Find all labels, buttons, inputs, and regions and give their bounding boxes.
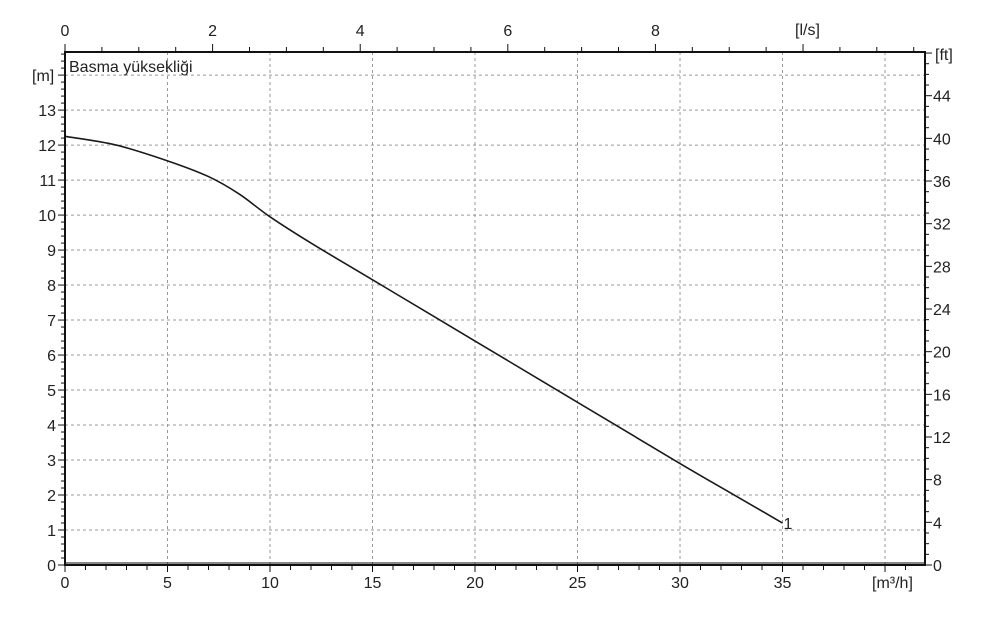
ticks <box>58 44 932 572</box>
x2-tick-label: 4 <box>356 23 365 40</box>
x2-tick-label: 6 <box>503 23 512 40</box>
y-tick-label: 5 <box>47 383 56 400</box>
y2-tick-label: 36 <box>933 174 951 191</box>
y2-tick-label: 20 <box>933 345 951 362</box>
y-axis-label: [m] <box>32 68 54 85</box>
x-tick-label: 30 <box>671 575 689 592</box>
x2-tick-label: 8 <box>651 23 660 40</box>
y2-tick-label: 32 <box>933 217 951 234</box>
y-tick-label: 1 <box>47 523 56 540</box>
y-tick-label: 2 <box>47 488 56 505</box>
series-line-1 <box>64 135 783 524</box>
x2-tick-label: 0 <box>61 23 70 40</box>
x-tick-label: 0 <box>61 575 70 592</box>
y-tick-label: 12 <box>38 138 56 155</box>
tick-labels: 0 5 10 15 20 25 30 350 2 4 6 8012345678910111213048… <box>38 23 951 592</box>
x-tick-label: 10 <box>261 575 279 592</box>
series-label: 1 <box>784 516 793 533</box>
y2-tick-label: 24 <box>933 302 951 319</box>
y-tick-label: 3 <box>47 453 56 470</box>
y2-tick-label: 28 <box>933 259 951 276</box>
chart-title: Basma yüksekliği <box>69 59 193 76</box>
y-tick-label: 10 <box>38 208 56 225</box>
x2-tick-label: 2 <box>208 23 217 40</box>
y2-tick-label: 12 <box>933 430 951 447</box>
plot-frame <box>64 51 926 566</box>
y-tick-label: 4 <box>47 418 56 435</box>
grid <box>65 52 925 565</box>
y2-tick-label: 16 <box>933 387 951 404</box>
y2-tick-label: 44 <box>933 89 951 106</box>
y-tick-label: 13 <box>38 103 56 120</box>
y-tick-label: 6 <box>47 348 56 365</box>
y-tick-label: 8 <box>47 278 56 295</box>
y-tick-label: 11 <box>39 173 56 190</box>
x-axis-label: [m³/h] <box>872 575 913 592</box>
y2-tick-label: 0 <box>933 558 942 575</box>
y-tick-label: 0 <box>47 558 56 575</box>
y-tick-label: 9 <box>47 243 56 260</box>
y2-tick-label: 8 <box>933 473 942 490</box>
x-tick-label: 35 <box>774 575 792 592</box>
x2-axis-label: [l/s] <box>795 22 820 39</box>
x-tick-label: 5 <box>163 575 172 592</box>
y2-tick-label: 4 <box>933 515 942 532</box>
y-tick-label: 7 <box>47 313 56 330</box>
y2-axis-label: [ft] <box>935 47 953 64</box>
x-tick-label: 25 <box>569 575 587 592</box>
y2-tick-label: 40 <box>933 131 951 148</box>
x-tick-label: 15 <box>364 575 382 592</box>
x-tick-label: 20 <box>466 575 484 592</box>
